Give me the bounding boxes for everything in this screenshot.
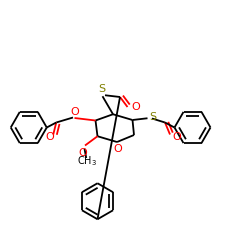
Text: CH$_3$: CH$_3$ bbox=[78, 154, 98, 168]
Text: O: O bbox=[113, 144, 122, 154]
Text: O: O bbox=[71, 107, 80, 117]
Text: S: S bbox=[98, 84, 105, 94]
Text: O: O bbox=[132, 102, 140, 112]
Text: O: O bbox=[78, 148, 87, 158]
Text: S: S bbox=[149, 112, 156, 122]
Text: O: O bbox=[172, 132, 181, 141]
Text: O: O bbox=[46, 132, 54, 141]
